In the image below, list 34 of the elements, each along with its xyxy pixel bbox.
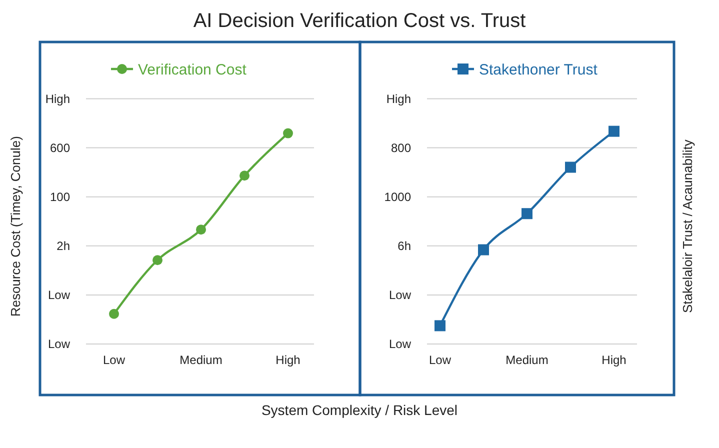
text: Low xyxy=(48,337,70,352)
x-tick-label: Medium xyxy=(180,353,222,367)
x-tick-label: Low xyxy=(428,353,452,367)
text: Low xyxy=(388,288,412,302)
x-tick-label: High xyxy=(276,353,300,367)
point xyxy=(434,320,446,332)
text: High xyxy=(45,92,70,106)
point xyxy=(608,126,620,137)
y-axis-title: Resource Cost (Timey, Conule) xyxy=(8,136,23,317)
text: 6h xyxy=(398,239,411,254)
point xyxy=(522,208,532,220)
y-axis-title: Stakelaloir Trust / Acaunability xyxy=(680,139,695,314)
text: 600 xyxy=(50,140,70,155)
x-axis-title: System Complexity / Risk Level xyxy=(261,402,458,418)
point xyxy=(109,308,119,319)
text: 1000 xyxy=(384,190,412,204)
x-tick-label: Medium xyxy=(506,353,548,367)
x-tick-label: Low xyxy=(102,353,126,367)
text: 100 xyxy=(50,190,70,204)
point xyxy=(196,224,206,235)
x-tick-label: High xyxy=(602,353,626,367)
point xyxy=(152,255,162,266)
point xyxy=(283,128,293,138)
point xyxy=(565,162,576,173)
text: 800 xyxy=(390,140,412,155)
legend-label: Stakethoner Trust xyxy=(479,61,598,78)
point xyxy=(478,244,489,256)
text: Low xyxy=(388,337,412,352)
text: AI Decision Verification Cost vs. Trust xyxy=(193,10,526,32)
text: 2h xyxy=(56,239,70,254)
text: High xyxy=(386,92,411,106)
legend-label: Verification Cost xyxy=(138,61,248,78)
point xyxy=(240,170,250,181)
text: Low xyxy=(48,288,70,302)
